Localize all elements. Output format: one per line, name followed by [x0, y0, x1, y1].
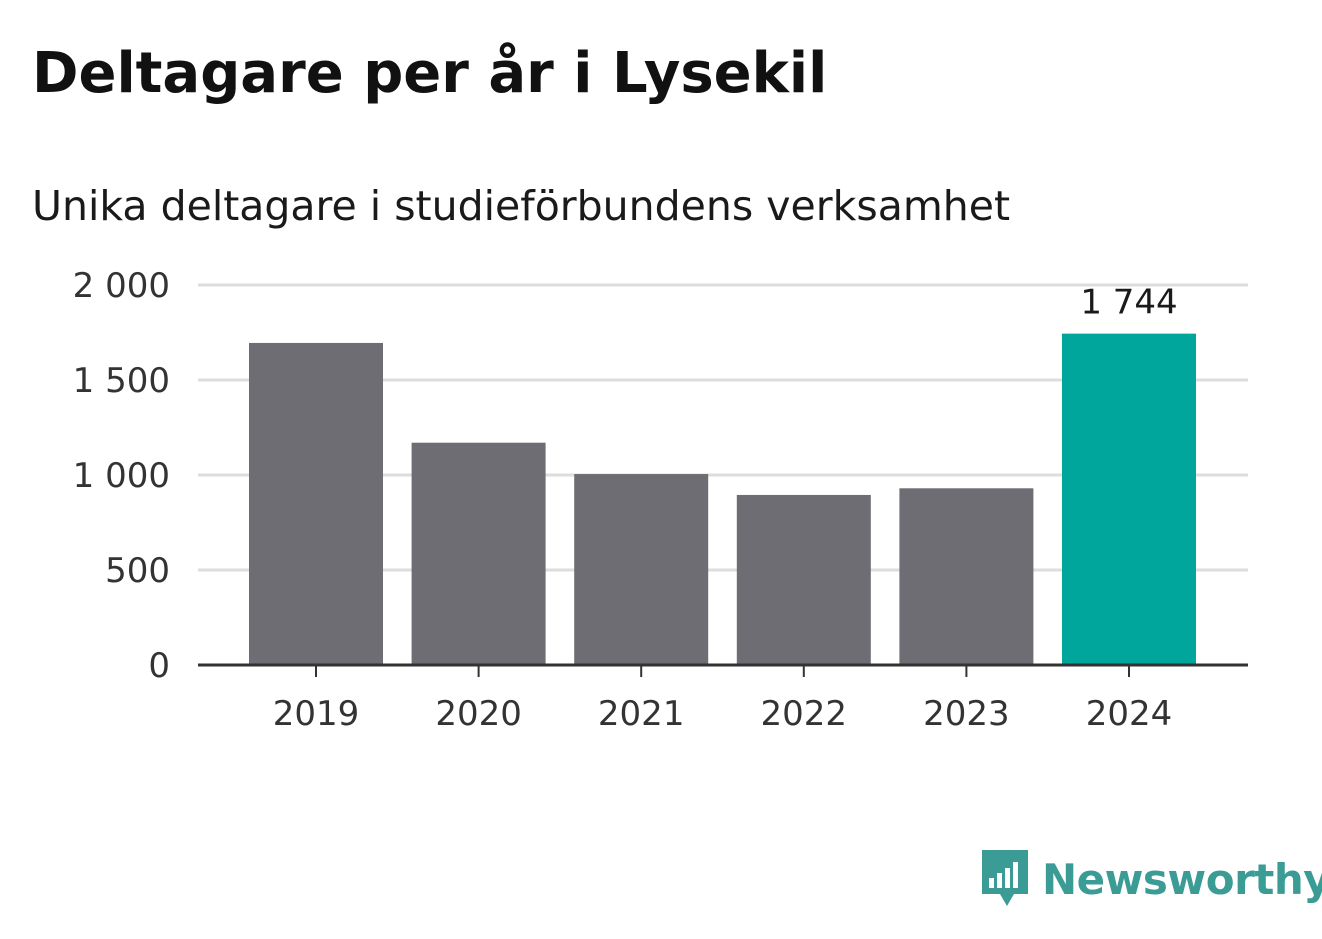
newsworthy-chart-icon — [980, 848, 1030, 910]
x-tick-label: 2021 — [598, 694, 685, 734]
bar-2020 — [412, 443, 546, 665]
y-axis-ticks: 0 500 1 000 1 500 2 000 — [73, 266, 170, 686]
x-axis-ticks: 2019 2020 2021 2022 2023 2024 — [273, 665, 1173, 734]
bar-2022 — [737, 495, 871, 665]
x-tick-label: 2023 — [923, 694, 1010, 734]
x-tick-label: 2022 — [761, 694, 848, 734]
newsworthy-logo: Newsworthy — [980, 848, 1322, 910]
x-tick-label: 2019 — [273, 694, 360, 734]
logo-text: Newsworthy — [1042, 855, 1322, 904]
y-tick-label: 1 000 — [73, 456, 170, 496]
bar-2019 — [249, 343, 383, 665]
bars — [249, 334, 1196, 665]
bar-2024 — [1062, 334, 1196, 665]
x-tick-label: 2024 — [1086, 694, 1173, 734]
bar-2021 — [574, 474, 708, 665]
data-label-2024: 1 744 — [1080, 283, 1177, 323]
y-tick-label: 2 000 — [73, 266, 170, 306]
y-tick-label: 1 500 — [73, 361, 170, 401]
y-tick-label: 500 — [105, 551, 170, 591]
bar-2023 — [899, 488, 1033, 665]
y-tick-label: 0 — [148, 646, 170, 686]
data-labels: 1 744 — [1080, 283, 1177, 323]
bar-chart: 0 500 1 000 1 500 2 000 2019 2020 2021 2022 2023… — [0, 0, 1322, 800]
x-tick-label: 2020 — [435, 694, 522, 734]
